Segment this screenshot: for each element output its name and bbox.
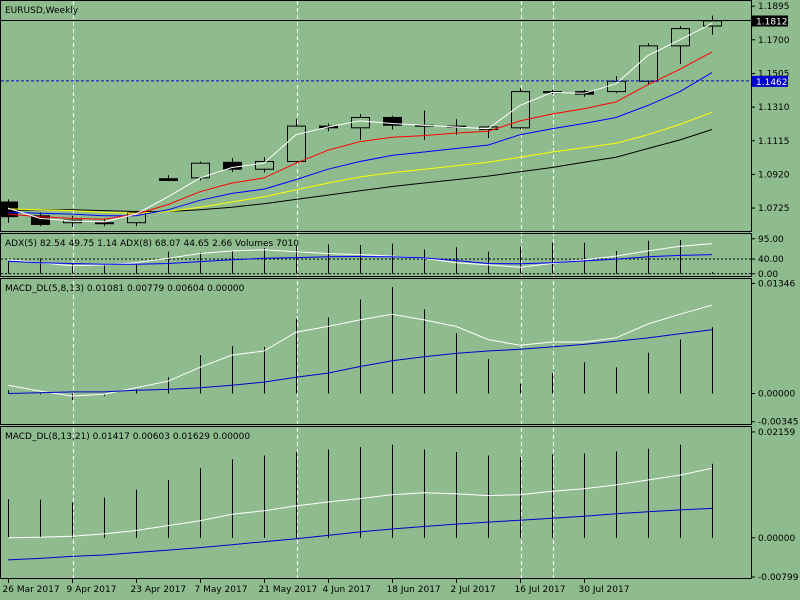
- time-tick-label: 4 Jun 2017: [323, 585, 371, 595]
- candle-body: [671, 28, 690, 47]
- time-tick-label: 9 Apr 2017: [67, 585, 117, 595]
- price-tick-label: 1.1895: [758, 2, 790, 12]
- macd1-tick-label: -0.00345: [758, 418, 798, 428]
- vertical-grid-lines: [73, 1, 554, 578]
- macd2-white-line: [7, 467, 713, 539]
- adx-panel-frame: [0, 233, 752, 277]
- macd2-panel-frame: [0, 426, 752, 579]
- macd2-tick-label: 0.02159: [758, 428, 795, 438]
- time-axis-ticks: 26 Mar 2017 9 Apr 2017 23 Apr 2017 7 May 20…: [3, 579, 630, 595]
- adx-plot: [1, 239, 751, 275]
- price-panel-frame: [0, 0, 752, 232]
- macd2-tick-label: 0.00000: [758, 534, 795, 544]
- candle-body: [351, 116, 370, 129]
- time-tick-label: 2 Jul 2017: [451, 585, 496, 595]
- price-tick-label: 1.1115: [758, 137, 790, 147]
- time-tick-label: 21 May 2017: [259, 585, 318, 595]
- hline-price-tag: 1.1462: [752, 75, 788, 88]
- price-axis-ticks: 1.1895 1.1700 1.1505 1.1310 1.1115 1.0920 1.07…: [751, 2, 799, 583]
- symbol-label: EURUSD,Weekly: [5, 6, 79, 16]
- time-tick-label: 23 Apr 2017: [131, 585, 187, 595]
- macd2-plot: [7, 444, 713, 561]
- macd1-tick-label: 0.00000: [758, 390, 795, 400]
- macd2-blue-line: [7, 507, 713, 561]
- macd2-label: MACD_DL(8,13,21) 0.01417 0.00603 0.01629…: [5, 432, 250, 442]
- ma-black-line: [7, 129, 713, 212]
- macd1-panel-frame: [0, 278, 752, 425]
- time-tick-label: 30 Jul 2017: [579, 585, 630, 595]
- candle-body: [383, 116, 402, 126]
- candle-body: [31, 215, 50, 225]
- candle-body: [639, 45, 658, 82]
- time-tick-label: 16 Jul 2017: [515, 585, 566, 595]
- candle-body: [159, 178, 178, 181]
- ma-red-line: [7, 51, 713, 220]
- price-tick-label: 1.1310: [758, 103, 790, 113]
- candle-body: [703, 20, 722, 27]
- adx-white-line: [7, 243, 713, 268]
- ma-yellow-line: [7, 111, 713, 214]
- ma-white-line: [7, 22, 713, 223]
- candle-body: [95, 222, 114, 225]
- price-tick-label: 1.1700: [758, 36, 790, 46]
- current-price-tag: 1.1812: [752, 15, 788, 27]
- adx-tick-label: 95.00: [758, 235, 784, 245]
- candle-body: [223, 161, 242, 170]
- macd1-blue-line: [7, 329, 713, 394]
- candle-body: [287, 125, 306, 162]
- svg-text:1.1812: 1.1812: [756, 17, 788, 27]
- time-tick-label: 7 May 2017: [195, 585, 248, 595]
- adx-tick-label: 0.00: [758, 270, 778, 280]
- adx-tick-label: 40.00: [758, 255, 784, 265]
- macd2-tick-label: -0.00799: [758, 573, 799, 583]
- candle-body: [255, 160, 274, 170]
- time-tick-label: 18 Jun 2017: [387, 585, 441, 595]
- price-tick-label: 1.0725: [758, 204, 790, 214]
- macd1-white-line: [7, 304, 713, 397]
- time-tick-label: 26 Mar 2017: [3, 585, 60, 595]
- adx-label: ADX(5) 82.54 49.75 1.14 ADX(8) 68.07 44.…: [5, 239, 299, 249]
- macd1-tick-label: 0.01346: [758, 279, 795, 289]
- price-tick-label: 1.1505: [758, 69, 790, 79]
- price-tick-label: 1.0920: [758, 170, 790, 180]
- price-plot: [0, 15, 722, 228]
- candle-body: [127, 211, 146, 224]
- macd1-label: MACD_DL(5,8,13) 0.01081 0.00779 0.00604 …: [5, 284, 245, 294]
- adx-blue-line: [7, 254, 713, 265]
- macd1-plot: [7, 287, 713, 401]
- svg-text:1.1462: 1.1462: [756, 78, 788, 88]
- candle-body: [511, 91, 530, 129]
